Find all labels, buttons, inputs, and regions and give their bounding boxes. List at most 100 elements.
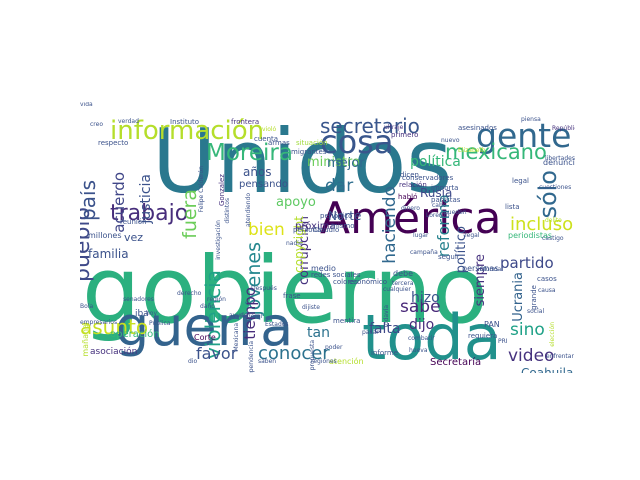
cloud-word: Claudio — [313, 226, 340, 234]
cloud-word: seguir — [438, 253, 460, 261]
cloud-word: hoy — [146, 310, 158, 317]
cloud-word: derecho — [177, 290, 202, 297]
cloud-word: nuevo — [441, 137, 460, 144]
cloud-word: Felipe Calderón — [198, 166, 205, 213]
cloud-word: informe — [371, 349, 399, 357]
cloud-word: atención — [329, 357, 364, 366]
cloud-word: denuncia — [543, 158, 575, 167]
cloud-word: asunto — [80, 315, 149, 339]
cloud-word: gobierno — [82, 237, 489, 344]
cloud-word: grande — [530, 285, 538, 310]
cloud-word: Pública — [149, 320, 171, 327]
cloud-word: tercera — [392, 280, 414, 287]
cloud-word: dicen — [400, 171, 419, 179]
cloud-word: delito — [545, 217, 562, 224]
cloud-word: familia — [88, 247, 129, 261]
cloud-word: social — [527, 308, 545, 315]
cloud-word: Estados — [265, 321, 289, 328]
cloud-word: información — [110, 116, 265, 146]
cloud-word: informar — [478, 266, 504, 273]
cloud-word: castigo — [542, 235, 564, 242]
cloud-word: saben — [258, 358, 277, 365]
cloud-word: falta — [369, 321, 401, 337]
cloud-word: poder — [325, 344, 343, 351]
cloud-word: asociación — [90, 347, 138, 357]
cloud-word: regiones — [311, 358, 337, 365]
cloud-word: colores — [333, 278, 359, 286]
cloud-word: reunión — [120, 218, 147, 226]
cloud-word: Moreira — [206, 140, 293, 166]
cloud-word: legal — [512, 177, 529, 185]
cloud-word: investigación — [215, 220, 222, 260]
cloud-word: redes sociales — [311, 271, 361, 279]
cloud-word: toda — [362, 301, 502, 373]
cloud-word: sólo — [534, 170, 562, 219]
cloud-word: pensando — [239, 179, 288, 190]
cloud-word: mismo — [331, 222, 355, 230]
word-cloud: gobierno Unidos toda guerra América gente info… — [80, 102, 575, 373]
cloud-word: debe — [393, 269, 413, 278]
cloud-word: PAN — [484, 320, 500, 329]
cloud-word: empresarios — [80, 319, 118, 326]
cloud-word: Bola — [80, 303, 94, 310]
cloud-word: frase — [283, 292, 301, 300]
cloud-word: Norte — [328, 209, 362, 223]
cloud-word: panistas — [431, 196, 461, 204]
cloud-word: Corte — [194, 333, 216, 342]
cloud-word: conservadores — [402, 174, 454, 182]
cloud-word: trabajo — [110, 201, 189, 226]
cloud-word: política — [410, 154, 461, 170]
cloud-word: persona — [293, 226, 322, 234]
cloud-word: Ucrania — [511, 272, 526, 322]
cloud-word: armas — [268, 139, 290, 147]
cloud-word: Unidos — [152, 110, 453, 213]
cloud-word: lista — [505, 203, 520, 211]
cloud-word: situación — [296, 139, 328, 147]
cloud-word: periodistas — [508, 231, 553, 240]
cloud-word: ministro — [307, 155, 361, 170]
cloud-word: región — [207, 296, 226, 303]
cloud-word: asesinados — [458, 124, 497, 132]
cloud-word: daño — [200, 303, 215, 310]
cloud-word: personas — [462, 264, 499, 273]
cloud-word: violó — [262, 126, 277, 133]
cloud-word: atendiendo — [245, 193, 252, 227]
cloud-word: Federal — [240, 313, 263, 320]
cloud-word: secretario — [320, 114, 420, 138]
cloud-word: elección — [549, 322, 556, 347]
cloud-word: cosa — [320, 123, 394, 161]
cloud-word: periódico — [320, 212, 353, 220]
cloud-word: requiera — [468, 332, 498, 340]
cloud-word: medio — [311, 264, 336, 273]
cloud-word: bien — [248, 220, 285, 240]
cloud-word: respecto — [98, 139, 129, 147]
cloud-word: años — [243, 165, 272, 179]
cloud-word: frontera — [231, 118, 260, 126]
cloud-word: enfrentar — [546, 353, 574, 360]
cloud-word: Lorenzo — [426, 212, 450, 219]
cloud-word: Rusia — [420, 186, 453, 200]
cloud-word: mejor — [327, 156, 365, 171]
cloud-word: hueva — [409, 347, 428, 354]
cloud-word: hizo — [411, 290, 440, 306]
cloud-word: importa — [431, 184, 459, 192]
cloud-word: América — [320, 193, 502, 244]
cloud-word: sabe — [400, 297, 441, 317]
cloud-word: República — [552, 125, 575, 132]
cloud-word: cabo — [432, 202, 447, 209]
cloud-word: video — [508, 346, 555, 366]
cloud-word: pueden — [444, 209, 467, 216]
cloud-word: tan — [307, 325, 330, 341]
cloud-word: Instituto — [170, 118, 200, 126]
cloud-word: millones — [88, 231, 122, 240]
cloud-word: dinero — [401, 205, 420, 212]
cloud-word: ayuda — [229, 312, 248, 319]
cloud-word: habló — [398, 193, 418, 201]
cloud-word: mañana — [81, 324, 90, 357]
cloud-word: legal — [465, 232, 480, 239]
cloud-word: creo — [90, 121, 103, 128]
cloud-word: dar — [325, 176, 354, 196]
cloud-word: causa — [538, 287, 556, 294]
cloud-word: Secretaría — [430, 357, 482, 368]
cloud-word: país — [80, 180, 100, 221]
